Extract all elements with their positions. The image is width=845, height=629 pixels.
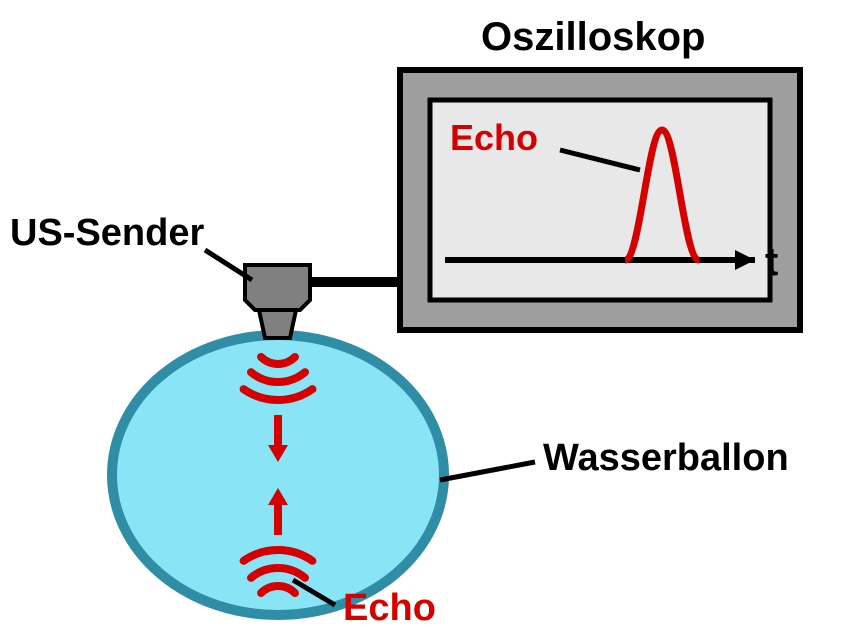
us-sender-tip: [259, 310, 296, 338]
wasserballon-label: Wasserballon: [543, 437, 789, 479]
echo-scope-label: Echo: [450, 117, 538, 158]
time-axis-label: t: [765, 240, 778, 284]
wasserballon-pointer: [440, 462, 535, 480]
oscilloscope-title: Oszilloskop: [481, 15, 706, 59]
us-sender-body: [245, 265, 310, 310]
water-balloon: [112, 335, 444, 615]
us-sender-label: US-Sender: [10, 212, 204, 254]
ultrasound-diagram: Oszilloskop t Echo US-Sender Wasserballo…: [0, 0, 845, 629]
echo-balloon-label: Echo: [343, 587, 436, 629]
